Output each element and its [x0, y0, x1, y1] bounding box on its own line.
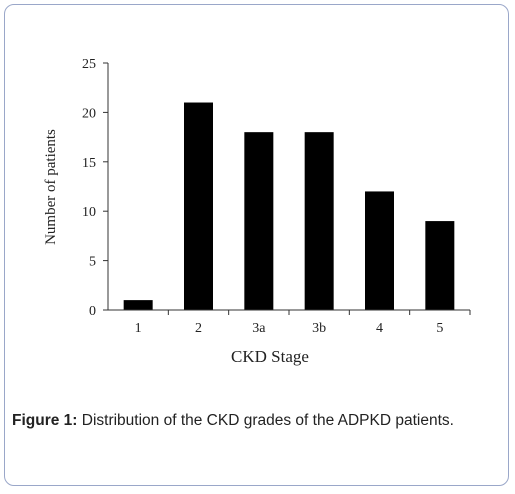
y-tick-label: 5: [89, 255, 96, 270]
y-axis-label: Number of patients: [43, 129, 59, 245]
y-tick-label: 10: [82, 205, 96, 220]
y-axis-ticks: 0 5 10 15 20 25: [82, 57, 108, 319]
x-axis-ticks: 1 2 3a 3b 4 5: [135, 310, 471, 336]
bar-1: [123, 300, 153, 310]
y-tick-label: 0: [89, 304, 96, 319]
x-tick-label: 1: [135, 321, 142, 336]
bar-3a: [244, 132, 274, 310]
bar-3b: [304, 132, 334, 310]
caption-label: Figure 1:: [12, 412, 78, 429]
bars: [123, 102, 455, 311]
x-tick-label: 3b: [312, 321, 326, 336]
bar-4: [365, 191, 394, 310]
x-tick-label: 5: [436, 321, 443, 336]
x-axis-label: CKD Stage: [231, 347, 309, 366]
bar-2: [184, 102, 213, 311]
x-tick-label: 3a: [252, 321, 266, 336]
caption-text: Distribution of the CKD grades of the AD…: [77, 412, 454, 429]
bar-chart: 0 5 10 15 20 25 1 2 3a 3b 4 5 Number of patients C…: [43, 57, 471, 366]
y-tick-label: 20: [82, 106, 96, 121]
bar-5: [425, 221, 455, 310]
figure-caption: Figure 1: Distribution of the CKD grades…: [12, 409, 482, 433]
x-tick-label: 2: [195, 321, 202, 336]
y-tick-label: 25: [82, 57, 96, 72]
x-tick-label: 4: [376, 321, 383, 336]
y-tick-label: 15: [82, 156, 96, 171]
